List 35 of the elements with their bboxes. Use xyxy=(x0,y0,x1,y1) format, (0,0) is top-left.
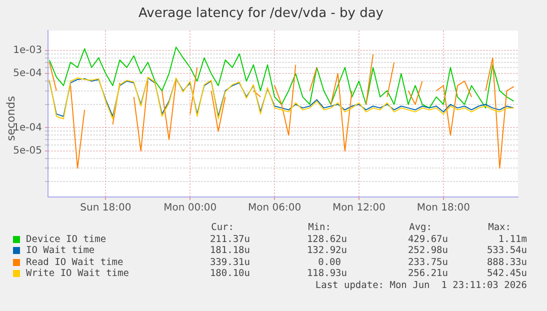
legend-label: Read IO Wait time xyxy=(26,256,124,268)
legend-label: Device IO time xyxy=(26,234,106,245)
x-tick-label: Mon 18:00 xyxy=(416,202,470,214)
text: 256.21u xyxy=(408,268,448,280)
text: 888.33u xyxy=(486,256,527,268)
text: Min: xyxy=(308,222,331,233)
y-tick-label: 1e-03 xyxy=(13,44,42,56)
y-tick-label: 1e-04 xyxy=(13,122,42,134)
text: Max: xyxy=(488,222,511,233)
text: 180.10u xyxy=(210,268,250,280)
text: 118.93u xyxy=(306,268,347,280)
text: Avg: xyxy=(409,222,432,233)
text: 211.37u xyxy=(210,234,250,245)
y-tick-label: 5e-05 xyxy=(13,146,42,157)
text: 533.54u xyxy=(486,245,527,256)
text: 339.31u xyxy=(210,256,250,268)
y-tick-label: 5e-04 xyxy=(13,68,42,80)
text: 1.11m xyxy=(498,234,527,245)
text: 233.75u xyxy=(408,256,448,268)
text: 181.18u xyxy=(210,245,250,256)
text: 429.67u xyxy=(408,234,448,245)
legend-label: IO Wait time xyxy=(26,245,95,256)
text: 252.98u xyxy=(408,245,448,256)
chart-title: Average latency for /dev/vda - by day xyxy=(138,6,384,22)
text: 0.00 xyxy=(318,256,341,268)
text: 128.62u xyxy=(306,234,347,245)
text: Last update: Mon Jun 1 23:11:03 2026 xyxy=(315,280,527,291)
x-tick-label: Mon 00:00 xyxy=(164,202,217,214)
text: 542.45u xyxy=(486,268,527,280)
legend-label: Write IO Wait time xyxy=(26,268,129,280)
x-tick-label: Sun 18:00 xyxy=(80,202,132,214)
text: 132.92u xyxy=(306,245,347,256)
x-tick-label: Mon 12:00 xyxy=(332,202,386,214)
x-tick-label: Mon 06:00 xyxy=(248,202,302,214)
text: Cur: xyxy=(211,222,234,233)
